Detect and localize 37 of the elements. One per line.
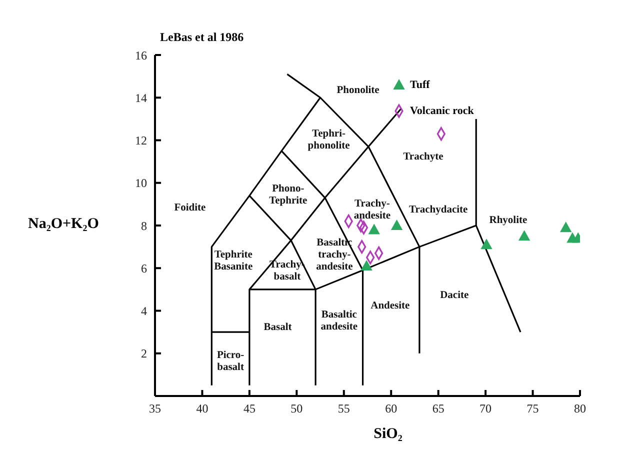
annotation: Trachy- andesite	[354, 198, 391, 222]
x-tick-label: 55	[338, 402, 350, 416]
legend-label: Volcanic rock	[410, 105, 474, 117]
x-tick-label: 70	[480, 402, 492, 416]
y-tick-label: 2	[141, 346, 147, 361]
x-tick-label: 45	[243, 402, 256, 416]
annotation: Phonolite	[336, 86, 380, 97]
annotation: Dacite	[440, 290, 470, 302]
annotation: Foidite	[174, 202, 206, 214]
annotation: Phono- Tephrite	[269, 184, 308, 208]
annotation: Tephri- phonolite	[308, 128, 350, 152]
annotation: Trachyte	[403, 152, 444, 163]
y-tick-label: 10	[135, 176, 147, 190]
legend-label: Tuff	[410, 79, 430, 91]
y-tick-label: 6	[141, 261, 147, 276]
x-tick-label: 35	[149, 402, 161, 416]
x-tick-label: 65	[432, 402, 444, 416]
annotation: Tephrite Basanite	[214, 250, 253, 274]
annotation: Basaltic andesite	[320, 310, 358, 333]
x-tick-label: 75	[526, 402, 539, 416]
y-tick-label: 8	[141, 218, 147, 233]
y-axis-title: Na₂O+K₂O	[28, 216, 99, 233]
x-tick-label: 40	[196, 402, 208, 416]
y-tick-label: 14	[135, 90, 147, 105]
y-tick-label: 12	[135, 134, 147, 148]
x-tick-label: 60	[385, 402, 398, 416]
annotation: Trachydacite	[408, 204, 468, 216]
chart-title: LeBas et al 1986	[160, 30, 244, 45]
y-tick-label: 16	[135, 48, 147, 62]
annotation: Picro- basalt	[216, 350, 245, 374]
annotation: Basalt	[264, 322, 292, 334]
x-tick-label: 50	[290, 402, 303, 416]
y-tick-label: 4	[141, 304, 147, 318]
x-axis-title: SiO₂	[372, 426, 404, 443]
x-tick-label: 80	[574, 402, 586, 416]
annotation: Rhyolite	[489, 216, 528, 227]
annotation: Andesite	[370, 300, 410, 312]
